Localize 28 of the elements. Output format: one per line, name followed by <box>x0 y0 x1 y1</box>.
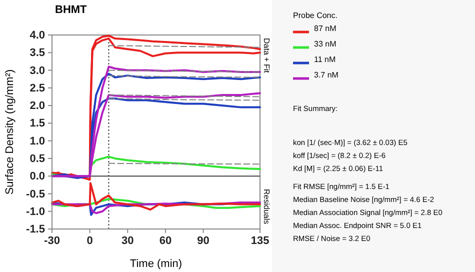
y-tick-label: 2.5 <box>30 82 45 94</box>
legend-label: 11 nM <box>314 55 336 64</box>
y-tick-label: 1.0 <box>30 135 45 148</box>
y-tick-label: 2.0 <box>30 100 45 112</box>
legend-label: 87 nM <box>314 24 337 33</box>
y-tick-label: 0.5 <box>30 152 45 165</box>
x-tick-label: -30 <box>44 234 60 247</box>
x-tick-label: 0 <box>86 234 93 247</box>
y-tick-label: -1.5 <box>26 224 45 236</box>
text: Data + Fit <box>262 38 271 74</box>
legend-title: Probe Conc. <box>293 11 338 20</box>
legend-label: 33 nM <box>314 40 337 48</box>
x-tick-label: 30 <box>122 234 134 247</box>
y-tick-label: 1.5 <box>30 118 45 130</box>
y-tick-label: -1.0 <box>26 206 45 218</box>
y-tick-label: 4.0 <box>30 30 45 42</box>
x-tick-label: 60 <box>159 234 172 247</box>
y-tick-label: 0.0 <box>30 170 45 183</box>
chart-title: BHMT <box>55 4 88 16</box>
legend-label: 3.7 nM <box>314 70 339 80</box>
y-tick-label: 3.5 <box>30 47 45 60</box>
x-tick-label: 135 <box>250 234 270 247</box>
x-axis-title: Time (min) <box>130 258 182 270</box>
text: Residuals <box>262 189 271 224</box>
y-tick-label: 3.0 <box>30 64 45 77</box>
y-tick-label: -0.5 <box>26 188 45 200</box>
x-tick-label: 90 <box>197 234 210 247</box>
y-axis-title: Surface Density (ng/mm²) <box>4 69 16 195</box>
